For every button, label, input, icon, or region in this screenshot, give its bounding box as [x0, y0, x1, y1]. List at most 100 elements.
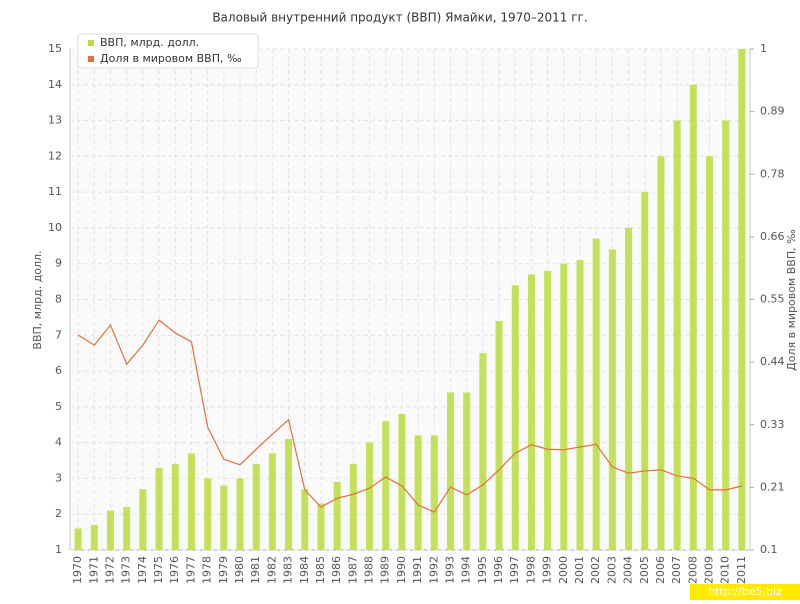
- y-tick-label: 6: [55, 364, 62, 377]
- x-tick-label: 2009: [703, 556, 716, 584]
- bar: [139, 489, 147, 550]
- bar: [285, 439, 293, 550]
- x-tick-label: 1973: [120, 556, 133, 584]
- bar: [220, 485, 228, 550]
- bar: [398, 414, 406, 550]
- bar: [106, 510, 114, 550]
- y-tick-label: 10: [48, 221, 62, 234]
- x-tick-label: 1974: [136, 556, 149, 584]
- bar: [592, 238, 600, 550]
- x-tick-label: 1975: [152, 556, 165, 584]
- y-tick-label: 14: [48, 78, 62, 91]
- y-tick-label: 15: [48, 42, 62, 55]
- x-tick-label: 2007: [670, 556, 683, 584]
- y2-tick-label: 0.78: [760, 167, 785, 180]
- y-tick-label: 11: [48, 185, 62, 198]
- x-tick-label: 1989: [379, 556, 392, 584]
- bar: [268, 453, 276, 550]
- bar: [236, 478, 244, 550]
- bar: [673, 120, 681, 551]
- x-tick-label: 1994: [460, 556, 473, 584]
- x-tick-label: 2008: [686, 556, 699, 584]
- bar: [544, 270, 552, 550]
- x-tick-label: 1991: [411, 556, 424, 584]
- bar: [333, 482, 341, 550]
- y2-tick-label: 0.44: [760, 355, 785, 368]
- x-tick-label: 1978: [201, 556, 214, 584]
- legend-box: [77, 33, 259, 69]
- y2-tick-label: 0.66: [760, 230, 785, 243]
- bar: [608, 249, 616, 550]
- legend-label: ВВП, млрд. долл.: [100, 36, 199, 49]
- bar: [90, 524, 98, 550]
- x-tick-label: 1999: [541, 556, 554, 584]
- bar: [187, 453, 195, 550]
- x-tick-label: 1986: [330, 556, 343, 584]
- x-tick-label: 1993: [443, 556, 456, 584]
- bar: [495, 320, 503, 550]
- x-tick-label: 1981: [249, 556, 262, 584]
- y-tick-label: 13: [48, 114, 62, 127]
- x-tick-label: 1990: [395, 556, 408, 584]
- legend-label: Доля в мировом ВВП, ‰: [100, 52, 242, 65]
- y2-tick-label: 0.33: [760, 418, 785, 431]
- x-tick-label: 2003: [605, 556, 618, 584]
- x-tick-label: 2001: [573, 556, 586, 584]
- x-tick-label: 1998: [524, 556, 537, 584]
- x-tick-label: 2002: [589, 556, 602, 584]
- watermark: http://be5.biz: [708, 585, 782, 598]
- x-tick-label: 1979: [217, 556, 230, 584]
- x-tick-label: 1983: [282, 556, 295, 584]
- y-tick-label: 5: [55, 400, 62, 413]
- x-tick-label: 1980: [233, 556, 246, 584]
- y-tick-label: 9: [55, 257, 62, 270]
- x-tick-label: 2011: [735, 556, 748, 584]
- x-tick-label: 2006: [654, 556, 667, 584]
- chart-title: Валовый внутренний продукт (ВВП) Ямайки,…: [212, 11, 587, 25]
- bar: [706, 156, 714, 550]
- x-tick-label: 1972: [103, 556, 116, 584]
- x-tick-label: 1977: [184, 556, 197, 584]
- x-tick-label: 1971: [87, 556, 100, 584]
- x-tick-label: 2000: [557, 556, 570, 584]
- line: [77, 319, 743, 513]
- bar: [657, 156, 665, 550]
- x-tick-label: 1970: [71, 556, 84, 584]
- legend-swatch: [88, 56, 94, 62]
- y-tick-label: 1: [55, 543, 62, 556]
- bar: [301, 489, 309, 550]
- y-tick-label: 4: [55, 436, 62, 449]
- watermark-bg: [690, 584, 800, 600]
- bar: [317, 503, 325, 550]
- x-tick-label: 1987: [346, 556, 359, 584]
- y2-tick-label: 0.89: [760, 105, 785, 118]
- bar: [252, 464, 260, 550]
- x-tick-label: 1982: [265, 556, 278, 584]
- bar: [74, 528, 82, 550]
- y2-tick-label: 0.1: [760, 543, 778, 556]
- bar: [123, 507, 131, 550]
- x-tick-label: 1997: [508, 556, 521, 584]
- y-tick-label: 3: [55, 471, 62, 484]
- y-tick-label: 12: [48, 149, 62, 162]
- y2-tick-label: 0.21: [760, 480, 785, 493]
- x-tick-label: 2010: [719, 556, 732, 584]
- x-tick-label: 1976: [168, 556, 181, 584]
- legend-swatch: [88, 40, 94, 46]
- bar: [430, 435, 438, 550]
- bar: [689, 84, 697, 551]
- y-axis-label: ВВП, млрд. долл.: [31, 250, 44, 349]
- bar: [204, 478, 212, 550]
- bar: [479, 353, 487, 550]
- y2-tick-label: 0.55: [760, 293, 785, 306]
- y-tick-label: 7: [55, 328, 62, 341]
- x-tick-label: 1996: [492, 556, 505, 584]
- bar: [382, 421, 390, 550]
- y2-axis-label: Доля в мировом ВВП, ‰: [785, 229, 798, 371]
- y-tick-label: 2: [55, 507, 62, 520]
- bar: [722, 120, 730, 551]
- x-tick-label: 1985: [314, 556, 327, 584]
- bar: [349, 464, 357, 550]
- x-tick-label: 1984: [298, 556, 311, 584]
